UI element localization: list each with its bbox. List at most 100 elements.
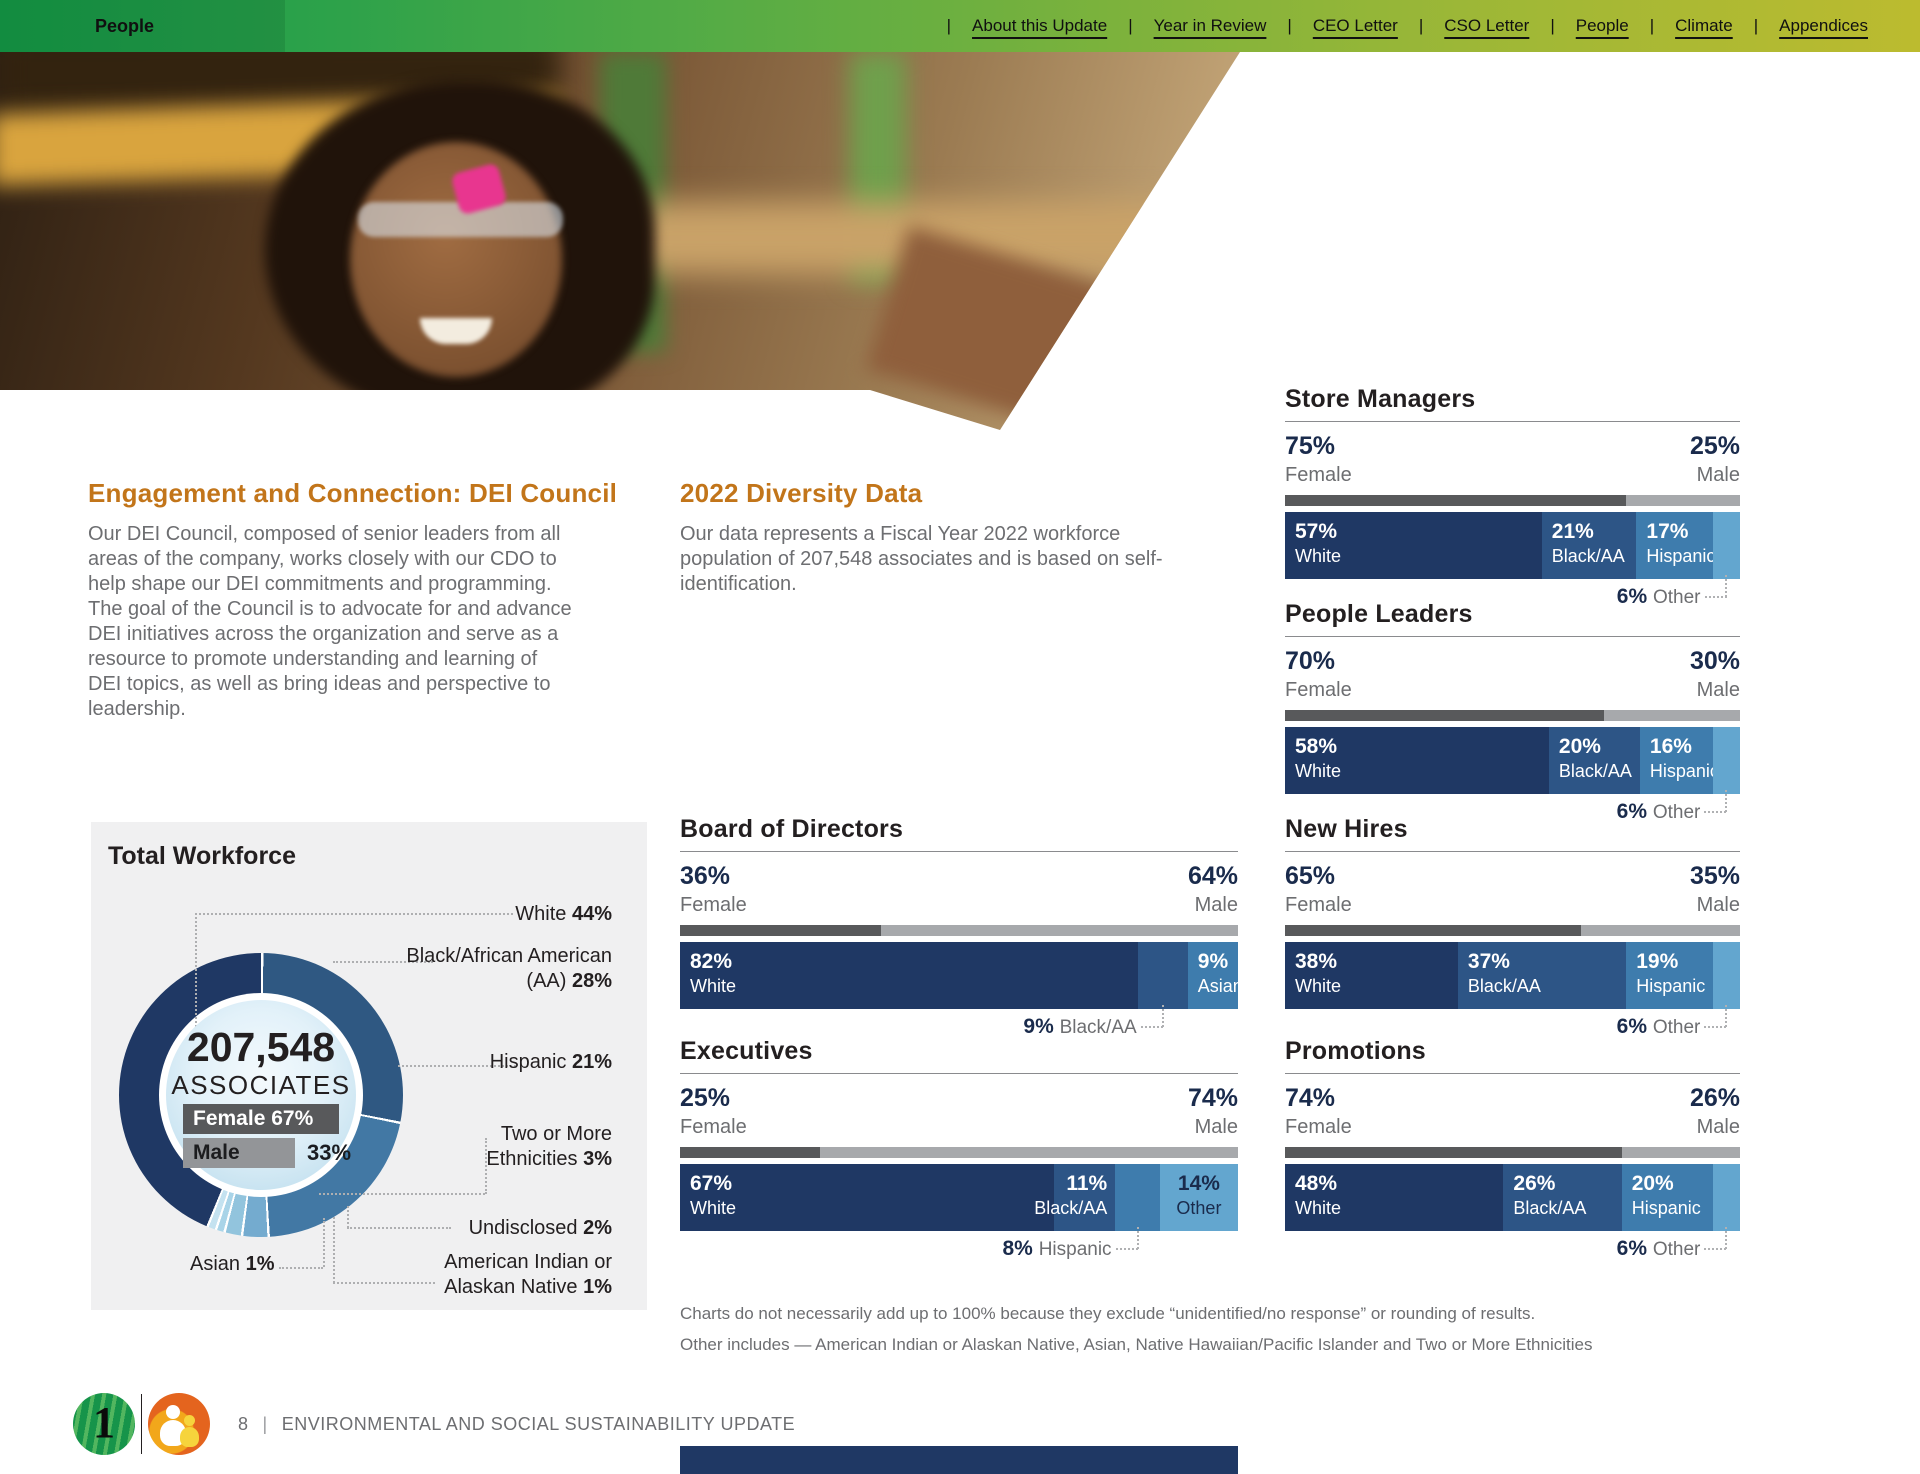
segment-label: 38% White [1295, 950, 1341, 997]
next-page-bar [680, 1446, 1238, 1474]
active-section-highlight [0, 0, 285, 52]
leader-line [347, 1227, 451, 1229]
segment-other: 14% Other [1159, 1164, 1238, 1231]
nav-link-appendices[interactable]: Appendices [1779, 16, 1868, 35]
segment-pct: 19% [1636, 950, 1679, 973]
callout-value: 6% [1616, 800, 1653, 823]
male-label: Male [1696, 679, 1740, 701]
female-bar-segment [1285, 710, 1604, 721]
segment-pct: 11% [1066, 1172, 1108, 1195]
callout-line [1725, 1005, 1728, 1027]
female-bar-segment [1285, 495, 1627, 506]
legend-label: Black/African American (AA) [406, 945, 612, 992]
family-logo [148, 1393, 210, 1455]
callout-text: 6% Other [1617, 1237, 1701, 1261]
leader-line [319, 1193, 485, 1195]
gender-bar [1285, 1147, 1740, 1158]
associates-count: 207,548 [186, 1024, 336, 1070]
segment-label: 14% Other [1160, 1172, 1238, 1219]
leader-line [333, 1217, 335, 1283]
nav-separator: | [1550, 16, 1555, 35]
gender-values: 36% Female 64% Male [680, 862, 1238, 917]
callout: 6% Other [1285, 790, 1740, 826]
segment-white: 82% White [680, 942, 1138, 1009]
nav-link-climate[interactable]: Climate [1675, 16, 1733, 35]
segment-name: White [1295, 546, 1342, 566]
nav-separator: | [1287, 16, 1292, 35]
ethnicity-bar: 58% White 20% Black/AA 16% Hispanic [1285, 727, 1740, 794]
segment-label: 16% Hispanic [1650, 735, 1719, 782]
logo-divider [141, 1394, 142, 1454]
diversity-data-heading: 2022 Diversity Data [680, 478, 923, 508]
leader-line [279, 1267, 323, 1269]
legend-label: White [515, 903, 572, 925]
family-logo-figure [180, 1427, 199, 1447]
male-value: 35% Male [1690, 862, 1740, 917]
gender-values: 70% Female 30% Male [1285, 647, 1740, 702]
legend-label: American Indian or Alaskan Native [444, 1251, 612, 1298]
callout-line [1140, 1026, 1163, 1028]
female-label: Female [680, 894, 747, 916]
chart-divider [680, 851, 1238, 852]
callout-value: 8% [1002, 1237, 1039, 1260]
segment-pct: 14% [1177, 1172, 1220, 1195]
female-bar-segment [1285, 925, 1581, 936]
segment-pct: 67% [690, 1172, 733, 1195]
nav-link-cso-letter[interactable]: CSO Letter [1444, 16, 1530, 35]
male-value: 64% Male [1188, 862, 1238, 917]
callout: 8% Hispanic [680, 1227, 1238, 1263]
legend-value: 21% [571, 1051, 612, 1073]
legend-value: 1% [245, 1253, 275, 1275]
nav-link-ceo-letter[interactable]: CEO Letter [1312, 16, 1398, 35]
top-nav-bar: People | About this Update | Year in Review… [0, 0, 1920, 52]
segment-name: Black/AA [1467, 976, 1541, 996]
ethnicity-bar: 48% White 26% Black/AA 20% Hispanic [1285, 1164, 1740, 1231]
legend-black-african-american-aa: Black/African American (AA) 28% [392, 944, 612, 994]
footnote-line: Other includes — American Indian or Alas… [680, 1335, 1593, 1354]
hero-photo-layer [420, 318, 492, 344]
gender-values: 25% Female 74% Male [680, 1084, 1238, 1139]
leader-line [195, 913, 197, 1027]
nav-link-about-this-update[interactable]: About this Update [972, 16, 1108, 35]
female-pct: 70% [1285, 647, 1336, 675]
callout-value: 9% [1023, 1015, 1060, 1038]
callout-label: Hispanic [1038, 1239, 1112, 1260]
segment-hispanic: 16% Hispanic [1639, 727, 1719, 794]
nav-link-people[interactable]: People [1575, 16, 1629, 35]
hero-photo [0, 52, 1240, 430]
chart-title: Executives [680, 1037, 813, 1065]
segment-pct: 58% [1295, 735, 1338, 758]
female-value: 65% Female [1285, 862, 1352, 917]
gender-bar [1285, 495, 1740, 506]
chart-footnotes: Charts do not necessarily add up to 100%… [680, 1298, 1750, 1360]
male-value: 33% [307, 1140, 352, 1165]
female-value: 36% Female [680, 862, 747, 917]
callout-line [1161, 1005, 1164, 1027]
ethnicity-bar: 57% White 21% Black/AA 17% Hispanic [1285, 512, 1740, 579]
segment-white: 67% White [680, 1164, 1054, 1231]
segment-label: 26% Black/AA [1513, 1172, 1586, 1219]
legend-label: Two or More Ethnicities [486, 1123, 612, 1170]
segment-label: 57% White [1295, 520, 1341, 567]
gender-values: 74% Female 26% Male [1285, 1084, 1740, 1139]
male-share-badge: Male [183, 1138, 295, 1168]
male-label: Male [1696, 894, 1740, 916]
male-label: Male [1194, 894, 1238, 916]
nav-link-year-in-review[interactable]: Year in Review [1153, 16, 1267, 35]
segment-other [1712, 942, 1740, 1009]
segment-black-aa: 37% Black/AA [1457, 942, 1627, 1009]
female-label: Female [1285, 464, 1352, 486]
female-pct: 75% [1285, 432, 1336, 460]
segment-label: 20% Black/AA [1559, 735, 1632, 782]
segment-label: 17% Hispanic [1646, 520, 1715, 567]
callout: 9% Black/AA [680, 1005, 1238, 1041]
female-bar-segment [680, 1147, 820, 1158]
segment-white: 38% White [1285, 942, 1458, 1009]
ethnicity-bar: 38% White 37% Black/AA 19% Hispanic [1285, 942, 1740, 1009]
segment-name: Hispanic [1631, 1198, 1701, 1218]
male-label: Male [193, 1141, 240, 1164]
total-workforce-title: Total Workforce [108, 842, 296, 870]
male-pct: 30% [1689, 647, 1740, 675]
callout-line [1136, 1227, 1139, 1249]
segment-pct: 57% [1295, 520, 1338, 543]
